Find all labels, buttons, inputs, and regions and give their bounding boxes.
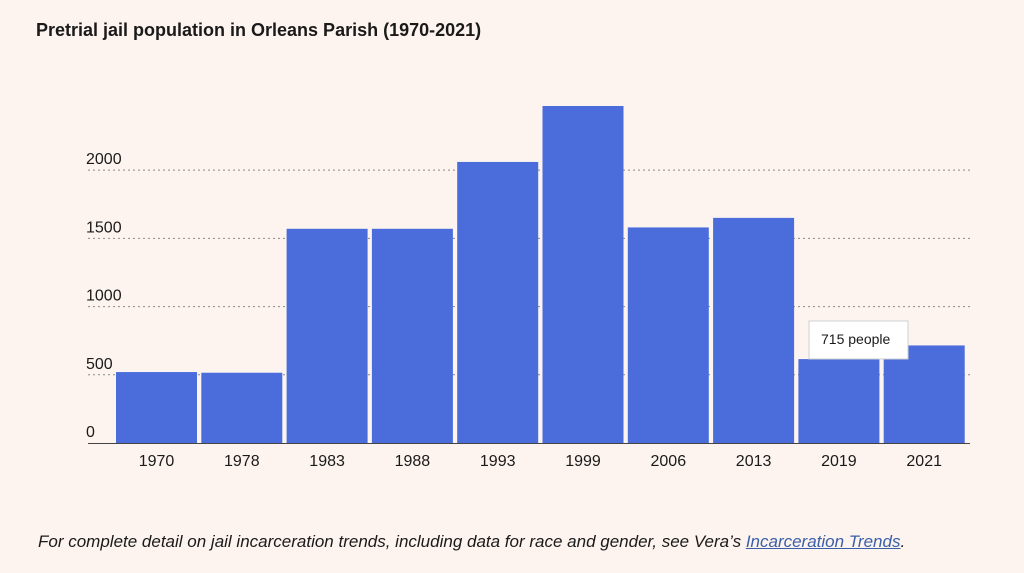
- chart-title: Pretrial jail population in Orleans Pari…: [36, 20, 482, 40]
- bar-1988[interactable]: [371, 228, 453, 443]
- x-axis-ticks: 1970 1978 1983 1988 1993 1999 2006 2013 2019 2021: [139, 453, 942, 470]
- y-tick-label: 1000: [86, 288, 122, 305]
- tooltip-text: 715 people: [821, 331, 891, 347]
- bar-2006[interactable]: [627, 227, 709, 443]
- bar-1970[interactable]: [116, 372, 197, 443]
- bar-1978[interactable]: [201, 372, 283, 443]
- x-tick-label: 1983: [309, 453, 345, 470]
- bar-1999[interactable]: [542, 106, 624, 443]
- footnote-period: .: [900, 532, 906, 551]
- bars: [116, 106, 965, 443]
- x-tick-label: 1988: [395, 453, 431, 470]
- x-tick-label: 2021: [906, 453, 942, 470]
- y-axis-ticks: 0 500 1000 1500 2000: [86, 151, 122, 441]
- bar-chart: 0 500 1000 1500 2000 1970 1978 1983 1988 1993 199…: [86, 106, 970, 470]
- x-tick-label: 1999: [565, 453, 601, 470]
- tooltip-box: [808, 320, 909, 360]
- footnote: For complete detail on jail incarceratio…: [38, 532, 905, 552]
- x-tick-label: 2006: [651, 453, 687, 470]
- x-tick-label: 1978: [224, 453, 260, 470]
- bar-2019[interactable]: [798, 359, 880, 443]
- x-tick-label: 2013: [736, 453, 772, 470]
- bar-2021[interactable]: [883, 345, 965, 443]
- x-tick-label: 1993: [480, 453, 516, 470]
- bar-1993[interactable]: [457, 161, 539, 443]
- x-tick-label: 1970: [139, 453, 175, 470]
- bar-2013[interactable]: [713, 217, 795, 443]
- x-tick-label: 2019: [821, 453, 857, 470]
- y-tick-label: 2000: [86, 151, 122, 168]
- bar-1983[interactable]: [286, 228, 368, 443]
- y-tick-label: 1500: [86, 219, 122, 236]
- footnote-text: For complete detail on jail incarceratio…: [38, 532, 746, 551]
- y-tick-label: 500: [86, 356, 113, 373]
- tooltip: 715 people: [808, 320, 909, 360]
- y-tick-label: 0: [86, 424, 95, 441]
- incarceration-trends-link[interactable]: Incarceration Trends: [745, 532, 901, 551]
